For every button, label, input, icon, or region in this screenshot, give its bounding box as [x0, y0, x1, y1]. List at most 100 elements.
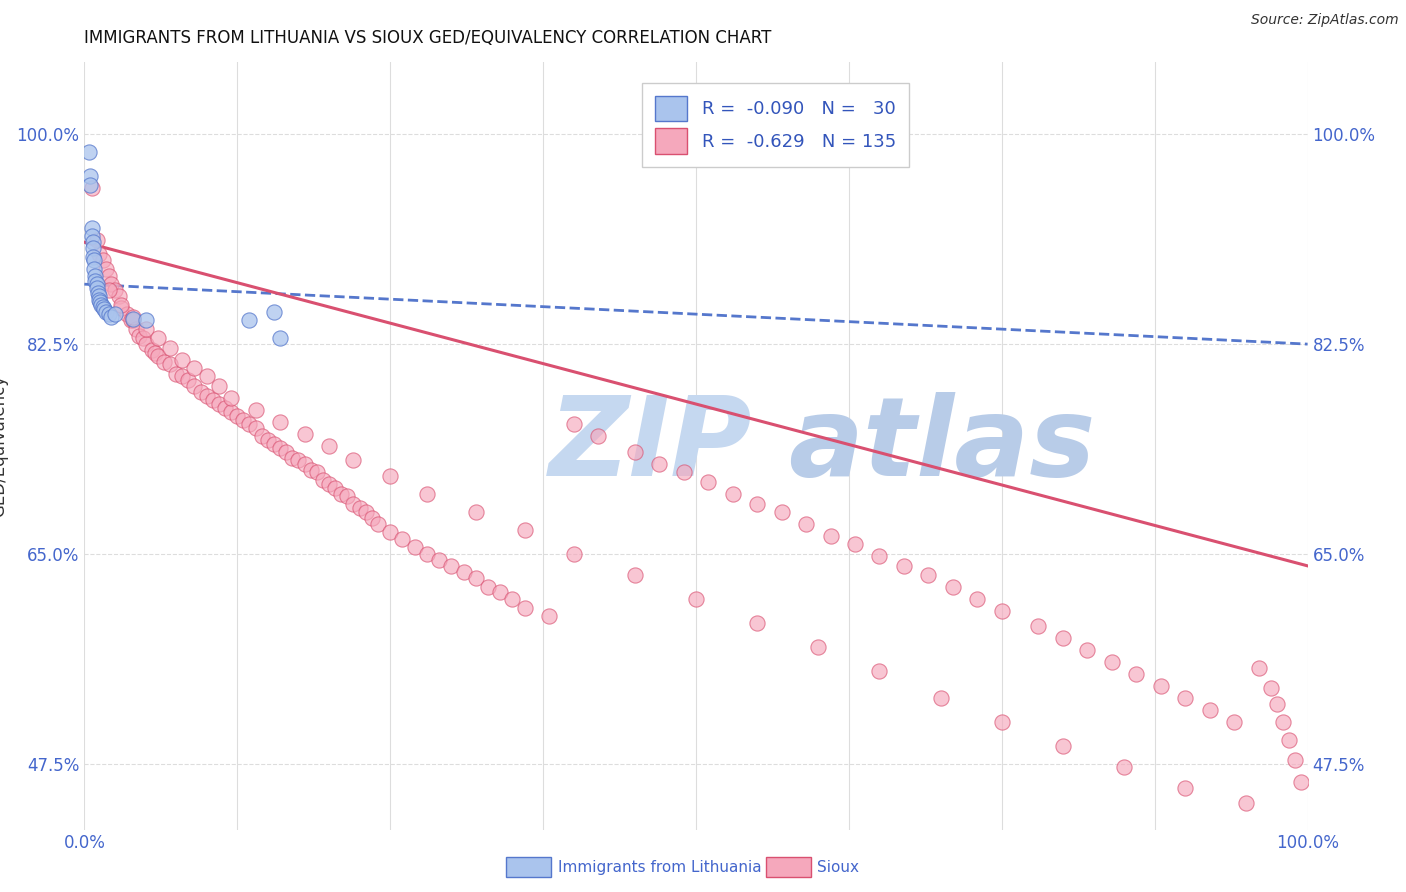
Point: [464, 571, 486, 585]
Point: [991, 714, 1014, 729]
Point: [672, 466, 695, 480]
Point: [83, 261, 105, 276]
Point: [122, 310, 145, 324]
Y-axis label: GED/Equivalency: GED/Equivalency: [0, 375, 8, 517]
Point: [83, 253, 105, 268]
Point: [1052, 739, 1074, 753]
Point: [1236, 796, 1258, 810]
Point: [1265, 697, 1288, 711]
Point: [238, 313, 260, 327]
Point: [177, 373, 200, 387]
Point: [807, 640, 830, 655]
Point: [132, 331, 155, 345]
Point: [86, 277, 108, 292]
Point: [263, 305, 285, 319]
Point: [201, 393, 224, 408]
Point: [1150, 679, 1173, 693]
Point: [1174, 690, 1197, 705]
Point: [82, 241, 104, 255]
Point: [100, 310, 122, 324]
Point: [219, 391, 242, 405]
Point: [77, 145, 100, 160]
Point: [869, 549, 891, 564]
Point: [416, 487, 439, 501]
Point: [1272, 714, 1295, 729]
Point: [80, 181, 103, 195]
Point: [1198, 703, 1220, 717]
Point: [404, 540, 426, 554]
Point: [917, 568, 939, 582]
Point: [120, 313, 142, 327]
Point: [97, 283, 120, 297]
Point: [263, 436, 285, 450]
Point: [79, 178, 101, 192]
Point: [91, 300, 114, 314]
Point: [226, 409, 249, 423]
Point: [342, 497, 364, 511]
Point: [1174, 780, 1197, 795]
Point: [1028, 619, 1050, 633]
Point: [513, 600, 536, 615]
Point: [318, 439, 340, 453]
Point: [84, 268, 107, 283]
Text: Sioux: Sioux: [817, 860, 859, 874]
Point: [90, 297, 112, 311]
Point: [250, 429, 273, 443]
Legend: R =  -0.090   N =   30, R =  -0.629   N = 135: R = -0.090 N = 30, R = -0.629 N = 135: [643, 83, 908, 167]
Point: [107, 289, 129, 303]
Text: ZIP: ZIP: [550, 392, 752, 500]
Point: [100, 277, 122, 292]
Point: [685, 592, 707, 607]
Point: [135, 337, 157, 351]
Text: IMMIGRANTS FROM LITHUANIA VS SIOUX GED/EQUIVALENCY CORRELATION CHART: IMMIGRANTS FROM LITHUANIA VS SIOUX GED/E…: [84, 29, 772, 47]
Point: [219, 405, 242, 419]
Point: [93, 302, 115, 317]
Point: [195, 389, 218, 403]
Point: [172, 352, 194, 367]
Point: [79, 169, 101, 184]
Point: [287, 453, 309, 467]
Point: [991, 604, 1014, 618]
Point: [562, 417, 585, 432]
Point: [96, 261, 118, 276]
Point: [747, 497, 769, 511]
Point: [141, 343, 163, 358]
Point: [354, 505, 377, 519]
Point: [238, 417, 260, 432]
Text: Immigrants from Lithuania: Immigrants from Lithuania: [558, 860, 762, 874]
Point: [128, 328, 150, 343]
Point: [122, 312, 145, 326]
Point: [245, 403, 267, 417]
Point: [115, 307, 138, 321]
Point: [208, 379, 231, 393]
Point: [624, 445, 647, 459]
Point: [1284, 753, 1306, 767]
Point: [312, 473, 335, 487]
Point: [648, 457, 671, 471]
Point: [146, 349, 169, 363]
Point: [367, 516, 389, 531]
Point: [538, 609, 561, 624]
Point: [232, 412, 254, 426]
Point: [1260, 681, 1282, 695]
Point: [86, 233, 108, 247]
Point: [245, 421, 267, 435]
Point: [104, 307, 127, 321]
Point: [80, 229, 103, 244]
Point: [1247, 661, 1270, 675]
Point: [1076, 642, 1098, 657]
Point: [342, 453, 364, 467]
Point: [330, 487, 353, 501]
Point: [159, 341, 181, 355]
Point: [747, 616, 769, 631]
Point: [844, 537, 866, 551]
Point: [453, 565, 475, 579]
Point: [214, 401, 236, 415]
Point: [1114, 760, 1136, 774]
Point: [269, 415, 291, 429]
Point: [349, 501, 371, 516]
Point: [794, 516, 817, 531]
Point: [96, 305, 118, 319]
Point: [318, 477, 340, 491]
Point: [104, 283, 127, 297]
